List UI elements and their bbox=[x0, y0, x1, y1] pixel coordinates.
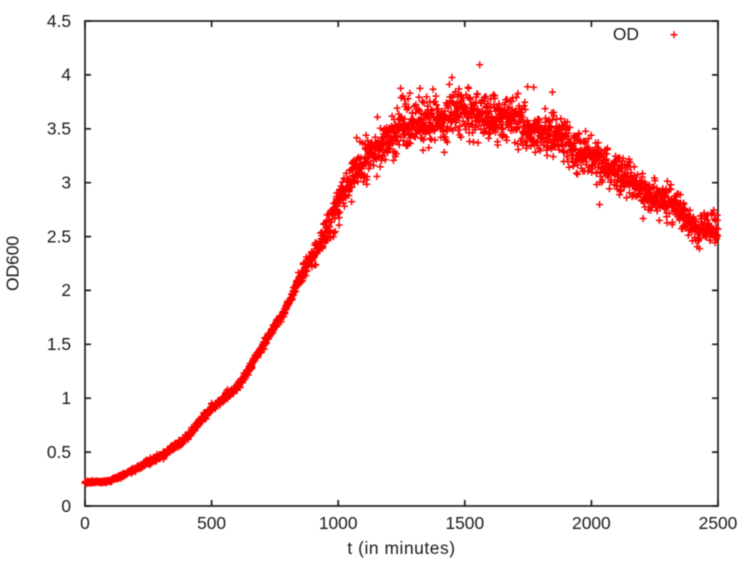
svg-text:1500: 1500 bbox=[445, 513, 484, 533]
svg-text:2000: 2000 bbox=[572, 513, 611, 533]
svg-text:3.5: 3.5 bbox=[47, 119, 71, 139]
svg-text:1000: 1000 bbox=[319, 513, 358, 533]
svg-text:0.5: 0.5 bbox=[47, 442, 71, 462]
svg-text:3: 3 bbox=[61, 173, 71, 193]
svg-text:500: 500 bbox=[197, 513, 226, 533]
svg-text:4: 4 bbox=[61, 65, 71, 85]
svg-text:1: 1 bbox=[61, 388, 71, 408]
svg-text:1.5: 1.5 bbox=[47, 334, 71, 354]
svg-text:0: 0 bbox=[61, 496, 71, 516]
svg-text:2.5: 2.5 bbox=[47, 226, 71, 246]
svg-text:2: 2 bbox=[61, 280, 71, 300]
svg-text:4.5: 4.5 bbox=[47, 11, 71, 31]
svg-text:OD: OD bbox=[613, 24, 639, 44]
svg-text:t (in minutes): t (in minutes) bbox=[347, 538, 455, 558]
svg-text:2500: 2500 bbox=[699, 513, 738, 533]
svg-text:OD600: OD600 bbox=[3, 236, 23, 291]
svg-text:0: 0 bbox=[80, 513, 90, 533]
